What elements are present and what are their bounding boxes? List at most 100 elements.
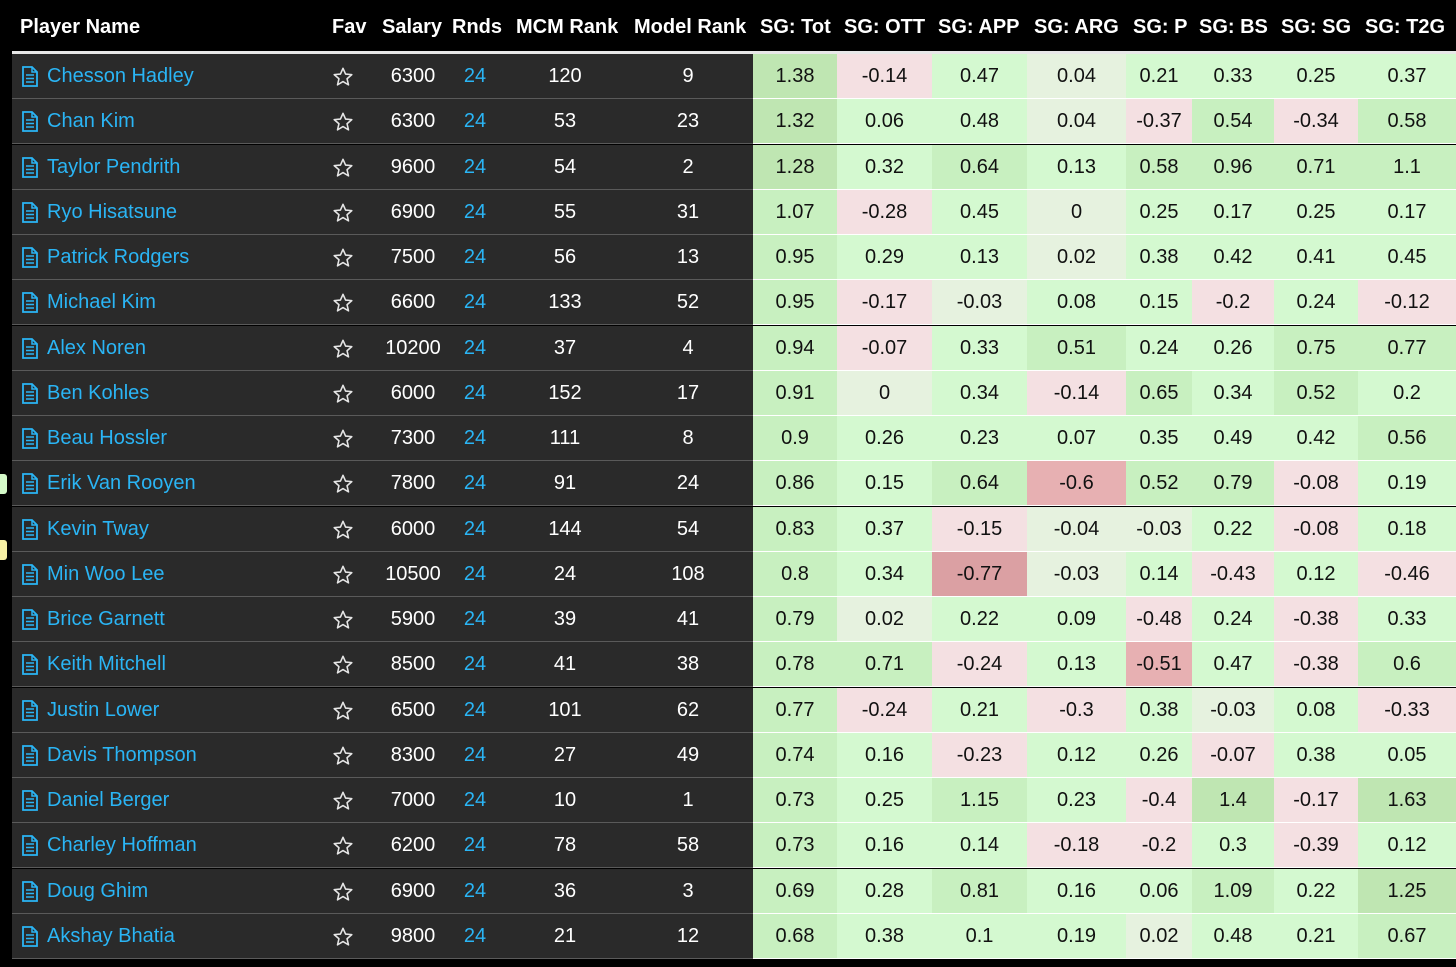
document-icon[interactable]: [21, 744, 39, 766]
rnds-link[interactable]: 24: [463, 608, 487, 630]
document-icon[interactable]: [21, 925, 39, 947]
star-outline-icon[interactable]: [332, 790, 354, 812]
star-outline-icon[interactable]: [332, 926, 354, 948]
document-icon[interactable]: [21, 654, 39, 676]
star-outline-icon[interactable]: [332, 247, 354, 269]
col-sg-tot[interactable]: SG: Tot: [760, 16, 831, 38]
rnds-link[interactable]: 24: [463, 110, 487, 133]
col-sg-ott[interactable]: SG: OTT: [844, 16, 926, 38]
star-outline-icon[interactable]: [332, 881, 354, 903]
col-rnds[interactable]: Rnds: [452, 16, 502, 38]
star-outline-icon[interactable]: [332, 157, 354, 179]
col-sg-bs[interactable]: SG: BS: [1199, 16, 1268, 38]
col-sg-app[interactable]: SG: APP: [938, 16, 1020, 38]
star-outline-icon[interactable]: [332, 428, 354, 450]
star-outline-icon[interactable]: [332, 66, 354, 88]
sg-cell: 0.22: [1274, 868, 1358, 914]
rnds-link[interactable]: 24: [463, 381, 487, 404]
sg-cell: 0.16: [837, 732, 932, 778]
document-icon[interactable]: [21, 428, 39, 449]
document-icon[interactable]: [21, 563, 39, 585]
rnds-link[interactable]: 24: [463, 65, 487, 87]
rnds-link[interactable]: 24: [463, 246, 487, 268]
star-outline-icon[interactable]: [332, 745, 354, 767]
player-name-link[interactable]: Justin Lower: [47, 698, 160, 721]
document-icon[interactable]: [21, 201, 39, 223]
player-name-link[interactable]: Brice Garnett: [47, 608, 165, 630]
col-model-rank[interactable]: Model Rank: [634, 16, 747, 38]
rnds-link[interactable]: 24: [463, 562, 487, 585]
rnds-link[interactable]: 24: [463, 743, 487, 766]
star-outline-icon[interactable]: [332, 292, 354, 314]
document-icon[interactable]: [21, 247, 39, 268]
document-icon[interactable]: [21, 518, 39, 540]
col-fav[interactable]: Fav: [332, 16, 367, 38]
rnds-link[interactable]: 24: [463, 517, 487, 540]
document-icon[interactable]: [21, 66, 39, 87]
player-name-link[interactable]: Chan Kim: [47, 110, 135, 133]
player-name-link[interactable]: Daniel Berger: [47, 789, 170, 811]
document-icon[interactable]: [21, 292, 39, 314]
document-icon[interactable]: [21, 609, 39, 630]
salary-cell: 6000: [390, 381, 436, 404]
document-icon[interactable]: [21, 473, 39, 495]
star-outline-icon[interactable]: [332, 700, 354, 722]
star-outline-icon[interactable]: [332, 202, 354, 224]
rnds-link[interactable]: 24: [463, 472, 487, 495]
rnds-link[interactable]: 24: [463, 653, 487, 676]
document-icon[interactable]: [21, 382, 39, 404]
col-sg-p[interactable]: SG: P: [1133, 16, 1188, 38]
rnds-link[interactable]: 24: [463, 834, 487, 857]
player-name-link[interactable]: Alex Noren: [47, 336, 146, 359]
player-name-link[interactable]: Erik Van Rooyen: [47, 472, 196, 495]
player-name-link[interactable]: Akshay Bhatia: [47, 924, 175, 947]
player-name-link[interactable]: Patrick Rodgers: [47, 246, 190, 268]
player-name-link[interactable]: Doug Ghim: [47, 879, 149, 902]
rnds-link[interactable]: 24: [463, 924, 487, 947]
col-sg-t2g[interactable]: SG: T2G: [1365, 16, 1446, 38]
col-player-name[interactable]: Player Name: [20, 16, 141, 38]
star-outline-icon[interactable]: [332, 473, 354, 495]
col-sg-arg[interactable]: SG: ARG: [1034, 16, 1119, 38]
star-outline-icon[interactable]: [332, 111, 354, 133]
document-icon[interactable]: [21, 337, 39, 359]
star-outline-icon[interactable]: [332, 338, 354, 360]
document-icon[interactable]: [21, 111, 39, 133]
document-icon[interactable]: [21, 835, 39, 857]
player-name-link[interactable]: Chesson Hadley: [47, 65, 194, 87]
player-name-link[interactable]: Min Woo Lee: [47, 562, 165, 585]
document-icon[interactable]: [21, 156, 39, 178]
star-outline-icon[interactable]: [332, 564, 354, 586]
player-name-link[interactable]: Ben Kohles: [47, 381, 150, 404]
col-mcm-rank[interactable]: MCM Rank: [516, 16, 619, 38]
sg-cell: 0.2: [1358, 370, 1456, 416]
rnds-link[interactable]: 24: [463, 789, 487, 811]
star-outline-icon[interactable]: [332, 609, 354, 631]
star-outline-icon[interactable]: [332, 654, 354, 676]
document-icon[interactable]: [21, 880, 39, 902]
player-name-link[interactable]: Beau Hossler: [47, 427, 168, 449]
star-outline-icon[interactable]: [332, 835, 354, 857]
star-outline-icon[interactable]: [332, 519, 354, 541]
rnds-link[interactable]: 24: [463, 698, 487, 721]
player-name-link[interactable]: Michael Kim: [47, 291, 156, 314]
rnds-link[interactable]: 24: [463, 879, 487, 902]
player-name-link[interactable]: Charley Hoffman: [47, 834, 197, 857]
document-icon[interactable]: [21, 790, 39, 811]
player-name-link[interactable]: Davis Thompson: [47, 743, 197, 766]
document-icon[interactable]: [21, 699, 39, 721]
player-name-link[interactable]: Keith Mitchell: [47, 653, 166, 676]
col-sg-sg[interactable]: SG: SG: [1281, 16, 1352, 38]
table-row: Davis Thompson 8300 24 27 49 0.74 0.16 -0.23 0.1…: [12, 732, 1456, 778]
player-name-link[interactable]: Ryo Hisatsune: [47, 200, 178, 223]
rnds-link[interactable]: 24: [463, 336, 487, 359]
rnds-link[interactable]: 24: [463, 427, 487, 449]
rnds-link[interactable]: 24: [463, 291, 487, 314]
col-salary[interactable]: Salary: [382, 16, 443, 38]
player-name-link[interactable]: Kevin Tway: [47, 517, 149, 540]
star-outline-icon[interactable]: [332, 383, 354, 405]
player-name-link[interactable]: Taylor Pendrith: [47, 155, 181, 178]
rnds-link[interactable]: 24: [463, 155, 487, 178]
rnds-link[interactable]: 24: [463, 200, 487, 223]
sg-cell: 0.37: [837, 506, 932, 552]
